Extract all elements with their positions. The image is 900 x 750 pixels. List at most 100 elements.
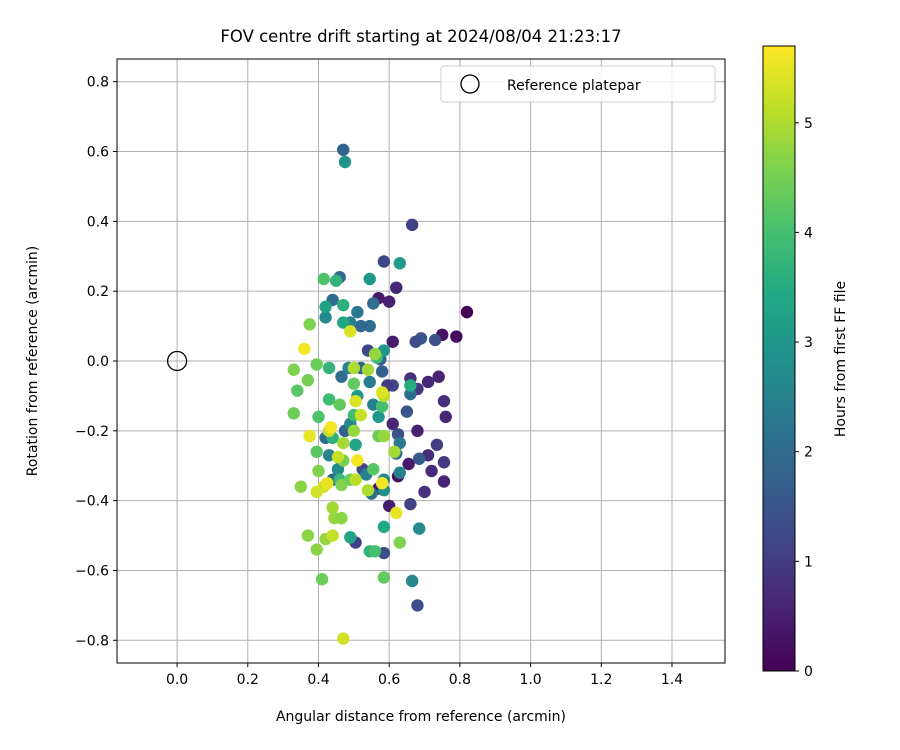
data-point	[298, 342, 311, 355]
data-point	[354, 319, 368, 333]
data-point	[344, 325, 357, 338]
y-tick-label: 0.6	[87, 145, 109, 161]
x-tick-label: 0.8	[449, 672, 471, 688]
colorbar-ticks: 0 1 2 3 4 5	[795, 116, 813, 680]
data-point	[349, 438, 362, 451]
data-point	[287, 363, 300, 376]
data-point	[287, 407, 300, 420]
data-point	[390, 506, 403, 520]
data-point	[402, 457, 415, 471]
data-point	[437, 394, 451, 408]
y-tick-label: 0.4	[87, 214, 109, 230]
data-point	[409, 335, 422, 348]
data-point	[319, 311, 332, 324]
data-point	[294, 480, 308, 493]
grid-lines	[117, 59, 725, 663]
y-tick-label: −0.6	[75, 563, 109, 579]
data-point	[404, 379, 417, 392]
chart-title: FOV centre drift starting at 2024/08/04 …	[220, 27, 621, 46]
data-point	[347, 377, 361, 390]
data-point	[367, 297, 380, 310]
data-point	[400, 405, 414, 418]
data-point	[430, 438, 444, 451]
data-point	[303, 429, 316, 443]
data-point	[377, 520, 391, 534]
colorbar: 0 1 2 3 4 5 Hours from first FF file	[762, 45, 849, 680]
data-point	[326, 529, 339, 542]
data-point	[361, 363, 375, 376]
data-point	[393, 536, 406, 549]
data-point	[347, 424, 361, 438]
data-point	[335, 478, 348, 492]
data-point	[319, 300, 332, 314]
data-point	[375, 386, 389, 399]
data-point	[351, 305, 364, 319]
x-axis-ticks: 0.0 0.2 0.4 0.6 0.8 1.0 1.2 1.4	[166, 663, 683, 688]
data-point	[301, 529, 315, 542]
data-point	[329, 274, 343, 287]
x-axis-label: Angular distance from reference (arcmin)	[276, 709, 566, 725]
data-point	[386, 417, 399, 431]
data-point	[349, 473, 362, 486]
data-point	[413, 452, 426, 465]
data-point	[349, 394, 362, 408]
data-point	[337, 143, 350, 156]
data-point	[375, 365, 389, 378]
data-point	[344, 531, 357, 544]
y-axis-ticks: −0.8 −0.6 −0.4 −0.2 0.0 0.2 0.4 0.6 0.8	[75, 75, 117, 649]
data-point	[377, 429, 391, 443]
colorbar-tick-label: 4	[804, 225, 813, 241]
data-point	[393, 257, 406, 270]
data-point	[333, 398, 346, 411]
colorbar-tick-label: 5	[804, 116, 813, 132]
data-point	[405, 218, 419, 232]
data-point	[326, 501, 339, 514]
data-point	[363, 375, 376, 389]
reference-platepar-marker	[166, 350, 188, 372]
data-point	[372, 410, 385, 424]
data-point	[421, 375, 435, 389]
data-point	[388, 445, 401, 458]
x-tick-label: 0.4	[307, 672, 329, 688]
data-point	[312, 410, 325, 424]
data-point	[437, 456, 451, 469]
data-point	[338, 155, 352, 169]
x-tick-label: 1.4	[661, 672, 683, 688]
colorbar-tick-label: 2	[804, 445, 813, 461]
data-point	[411, 599, 424, 612]
data-point	[382, 295, 396, 308]
data-point	[404, 497, 417, 511]
x-tick-label: 1.0	[519, 672, 541, 688]
data-point	[413, 522, 426, 535]
data-point	[337, 316, 350, 329]
y-axis-label: Rotation from reference (arcmin)	[25, 246, 41, 476]
data-point	[335, 511, 348, 525]
data-point	[375, 476, 389, 490]
plot-frame	[116, 58, 726, 664]
colorbar-tick-label: 0	[804, 664, 813, 680]
data-point	[428, 333, 442, 347]
data-point	[310, 543, 323, 556]
data-point	[354, 408, 368, 422]
colorbar-tick-label: 1	[804, 554, 813, 570]
data-point	[337, 436, 350, 450]
legend-label: Reference platepar	[507, 78, 641, 94]
data-point	[351, 454, 364, 467]
data-point	[368, 347, 382, 361]
data-point	[312, 464, 325, 478]
y-tick-label: 0.0	[87, 354, 109, 370]
colorbar-tick-label: 3	[804, 335, 813, 351]
colorbar-gradient	[762, 45, 796, 672]
data-point	[324, 421, 338, 434]
data-point	[368, 545, 382, 558]
data-point	[377, 255, 391, 268]
data-point	[460, 305, 474, 319]
reference-marker	[166, 350, 188, 372]
x-tick-label: 0.6	[378, 672, 400, 688]
data-point	[331, 450, 345, 464]
data-point	[393, 466, 406, 479]
data-point	[363, 319, 376, 333]
y-tick-label: 0.8	[87, 75, 109, 91]
data-point	[347, 361, 361, 375]
